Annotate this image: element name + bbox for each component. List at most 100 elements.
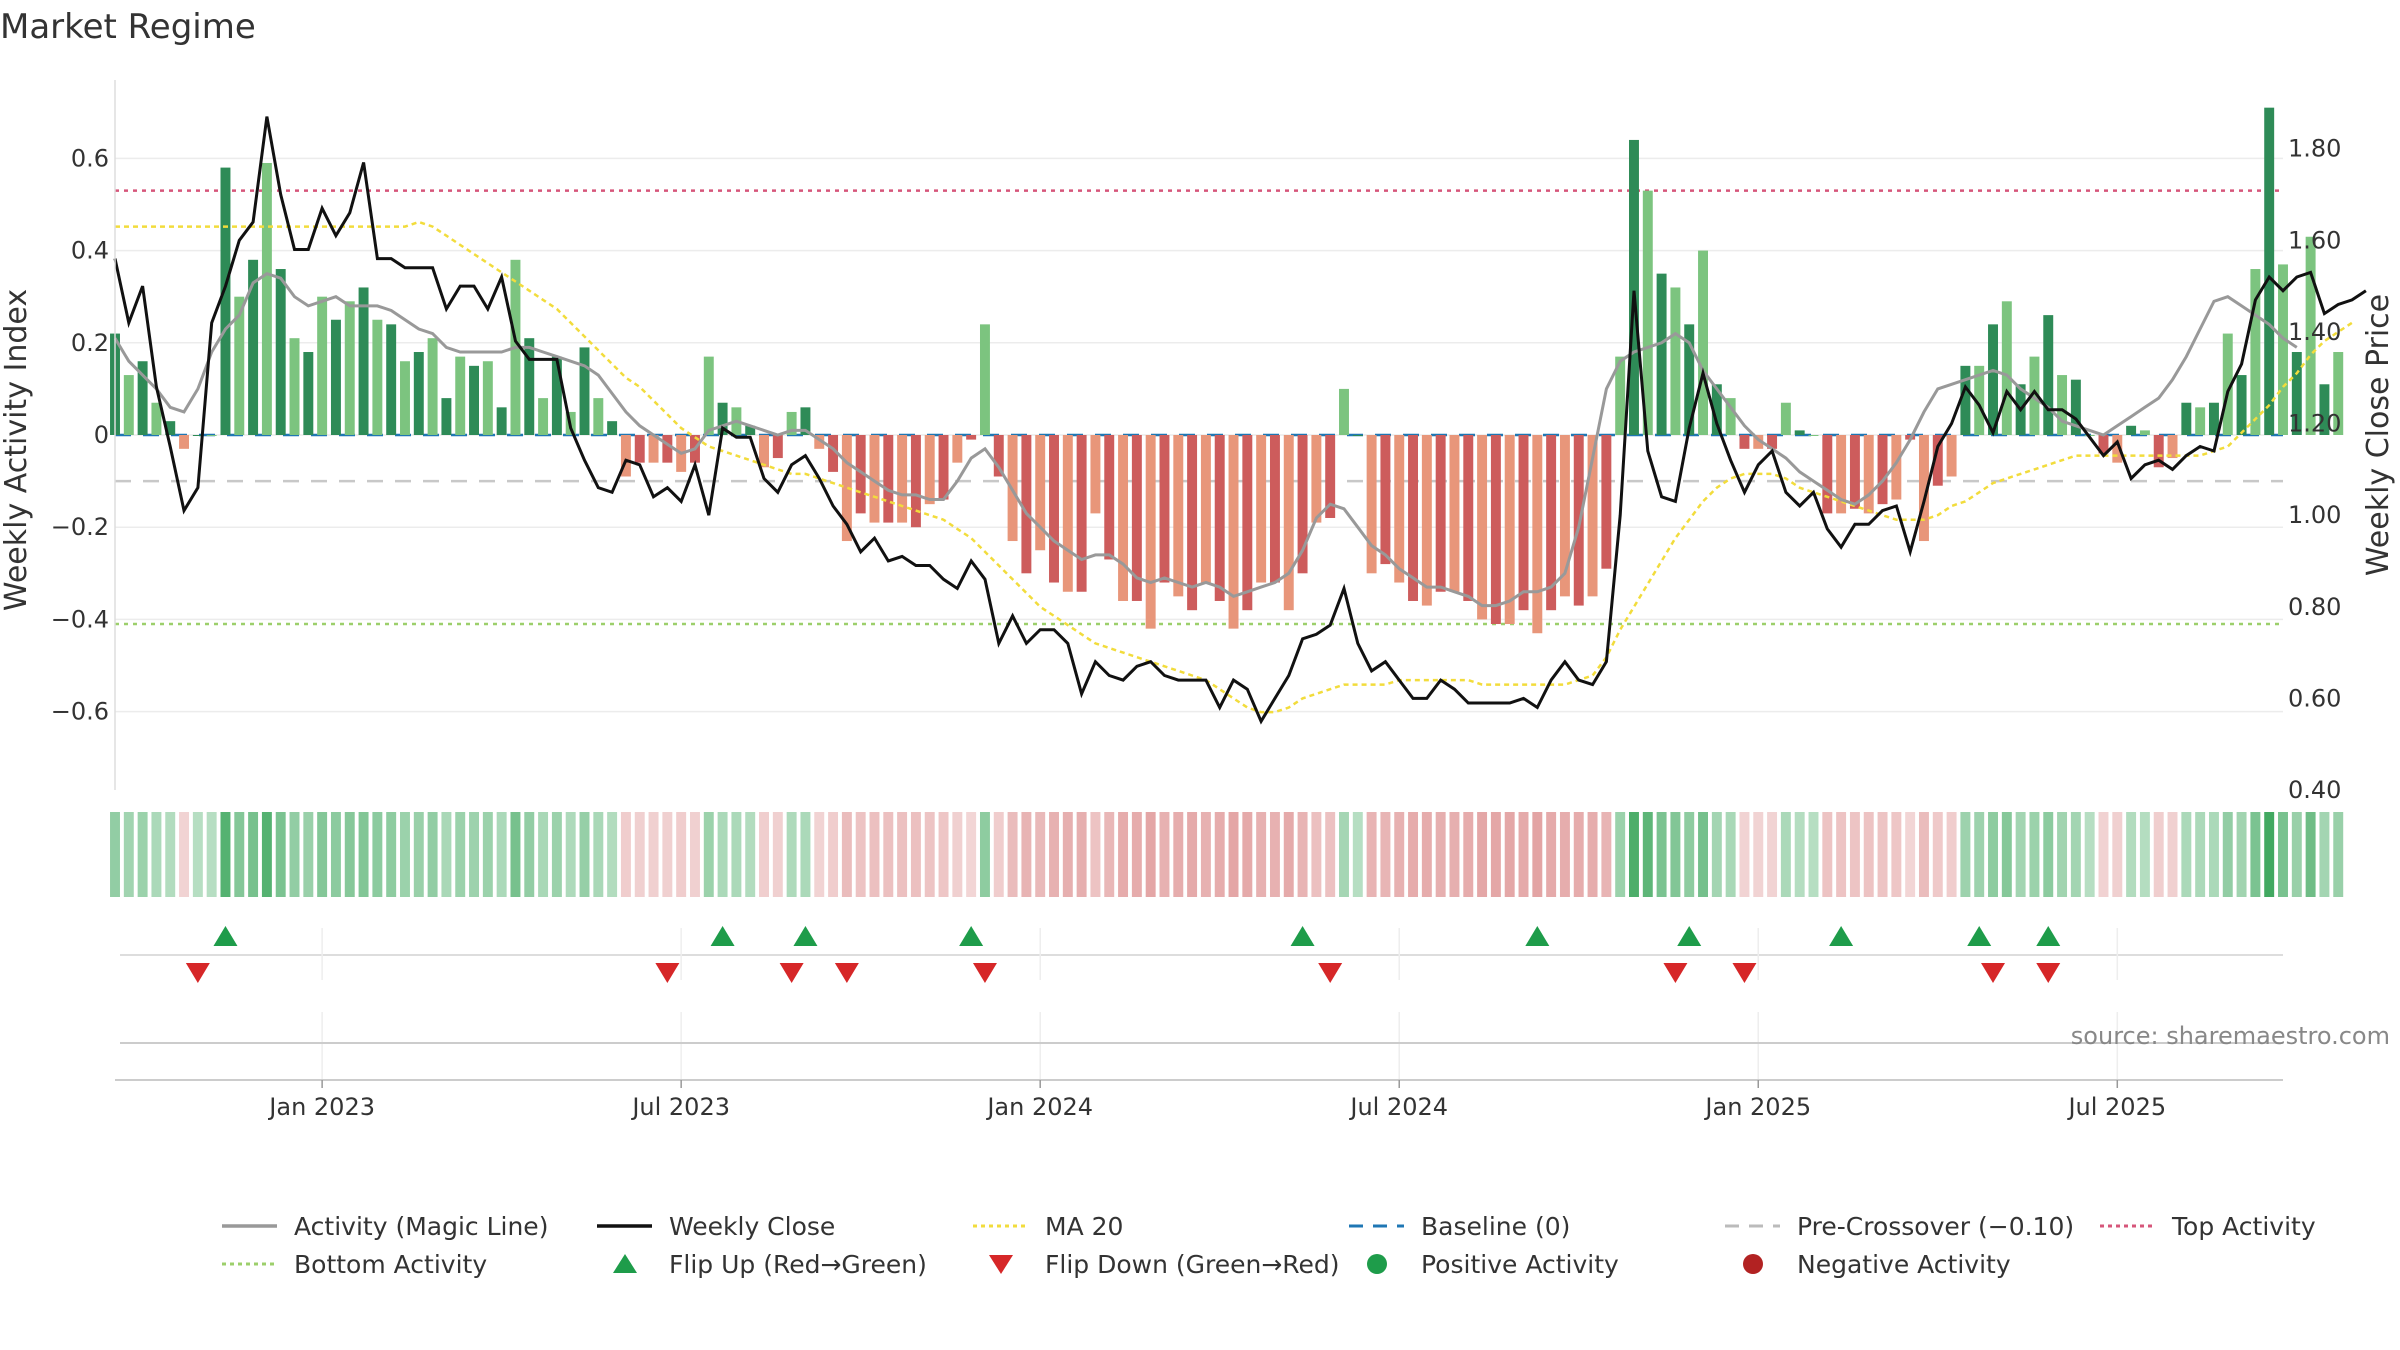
activity-bar [455,356,466,435]
regime-cell [1808,812,1819,897]
regime-cell [2208,812,2219,897]
regime-cell [1214,812,1225,897]
legend-item: Positive Activity [1367,1250,1619,1279]
regime-cell [1629,812,1639,897]
flip-down-marker [1981,963,2006,983]
regime-cell [2098,812,2109,897]
activity-bar [275,269,286,435]
regime-cell [2167,812,2178,897]
regime-cell [979,812,990,897]
regime-cell [2264,812,2275,897]
regime-cell [303,812,314,897]
regime-cell [648,812,659,897]
regime-cell [1435,812,1446,897]
activity-bar [993,435,1004,477]
regime-strip [110,812,2344,897]
activity-bar [2291,352,2302,435]
activity-bar [883,435,894,523]
regime-cell [427,812,438,897]
flip-down-marker [1663,963,1688,983]
regime-cell [1366,812,1377,897]
legend-label: Activity (Magic Line) [294,1212,548,1241]
activity-bar [759,435,769,468]
regime-cell [938,812,949,897]
activity-bar [662,435,673,463]
regime-cell [441,812,452,897]
regime-cell [759,812,769,897]
regime-cell [2029,812,2040,897]
x-tick-label: Jan 2023 [267,1093,375,1121]
legend-label: Top Activity [2171,1212,2316,1241]
regime-cell [1918,812,1929,897]
regime-cell [1380,812,1391,897]
regime-cell [1974,812,1985,897]
activity-bar [1366,435,1377,574]
regime-cell [1242,812,1253,897]
activity-bar [192,435,203,436]
y-left-tick-label: 0 [94,421,109,449]
flip-up-marker [710,926,735,946]
y-left-tick-label: 0.6 [71,144,109,172]
activity-bar [1532,435,1543,634]
legend-item: Bottom Activity [222,1250,487,1279]
regime-cell [2001,812,2012,897]
regime-cell [910,812,921,897]
activity-bar [620,435,631,477]
regime-cell [2333,812,2344,897]
regime-cell [1559,812,1570,897]
activity-bar [1021,435,1032,574]
legend-label: MA 20 [1045,1212,1123,1241]
activity-bar [2153,435,2164,468]
activity-bar [1035,435,1046,551]
regime-cell [1946,812,1957,897]
regime-cell [703,812,714,897]
regime-cell [1339,812,1349,897]
regime-cell [1076,812,1087,897]
activity-bar [1656,273,1667,435]
activity-bar [607,421,618,435]
activity-bar [1159,435,1170,583]
activity-bar [220,167,231,435]
regime-cell [1546,812,1557,897]
chart-title: Market Regime [0,7,256,47]
regime-cell [731,812,742,897]
y-right-tick-label: 1.80 [2288,135,2341,163]
activity-bar [1104,435,1115,560]
activity-bar [1477,435,1488,620]
legend-item: Weekly Close [597,1212,835,1241]
activity-bar [2208,402,2219,435]
regime-cell [496,812,507,897]
flip-down-marker [972,963,997,983]
regime-cell [745,812,756,897]
regime-cell [289,812,300,897]
activity-bar [1187,435,1198,611]
legend-swatch [989,1255,1013,1274]
y-right-tick-label: 1.00 [2288,501,2341,529]
source-note: source: sharemaestro.com [2071,1022,2390,1050]
regime-cell [1269,812,1280,897]
regime-cell [413,812,424,897]
regime-cell [2278,812,2288,897]
activity-bar [1932,435,1943,486]
regime-cell [2153,812,2164,897]
regime-cell [952,812,963,897]
y-right-tick-label: 1.60 [2288,226,2341,254]
regime-cell [469,812,480,897]
activity-bar [179,435,190,449]
regime-cell [206,812,217,897]
activity-bar [538,398,549,435]
regime-cell [2222,812,2233,897]
regime-cell [1352,812,1363,897]
axes: 0.6 0.4 0.2 0 −0.2 −0.4 −0.6 1.80 1.60 1.40 1.20 1.… [51,80,2341,804]
legend-swatch [1367,1254,1387,1274]
regime-cell [248,812,259,897]
legend-label: Flip Up (Red→Green) [669,1250,927,1279]
regime-cell [993,812,1004,897]
activity-bar [2222,333,2233,435]
regime-cell [1822,812,1833,897]
weekly-close-line [113,116,2367,725]
flip-down-marker [655,963,680,983]
regime-cell [179,812,190,897]
activity-bar [469,365,480,435]
activity-bar [786,411,797,435]
